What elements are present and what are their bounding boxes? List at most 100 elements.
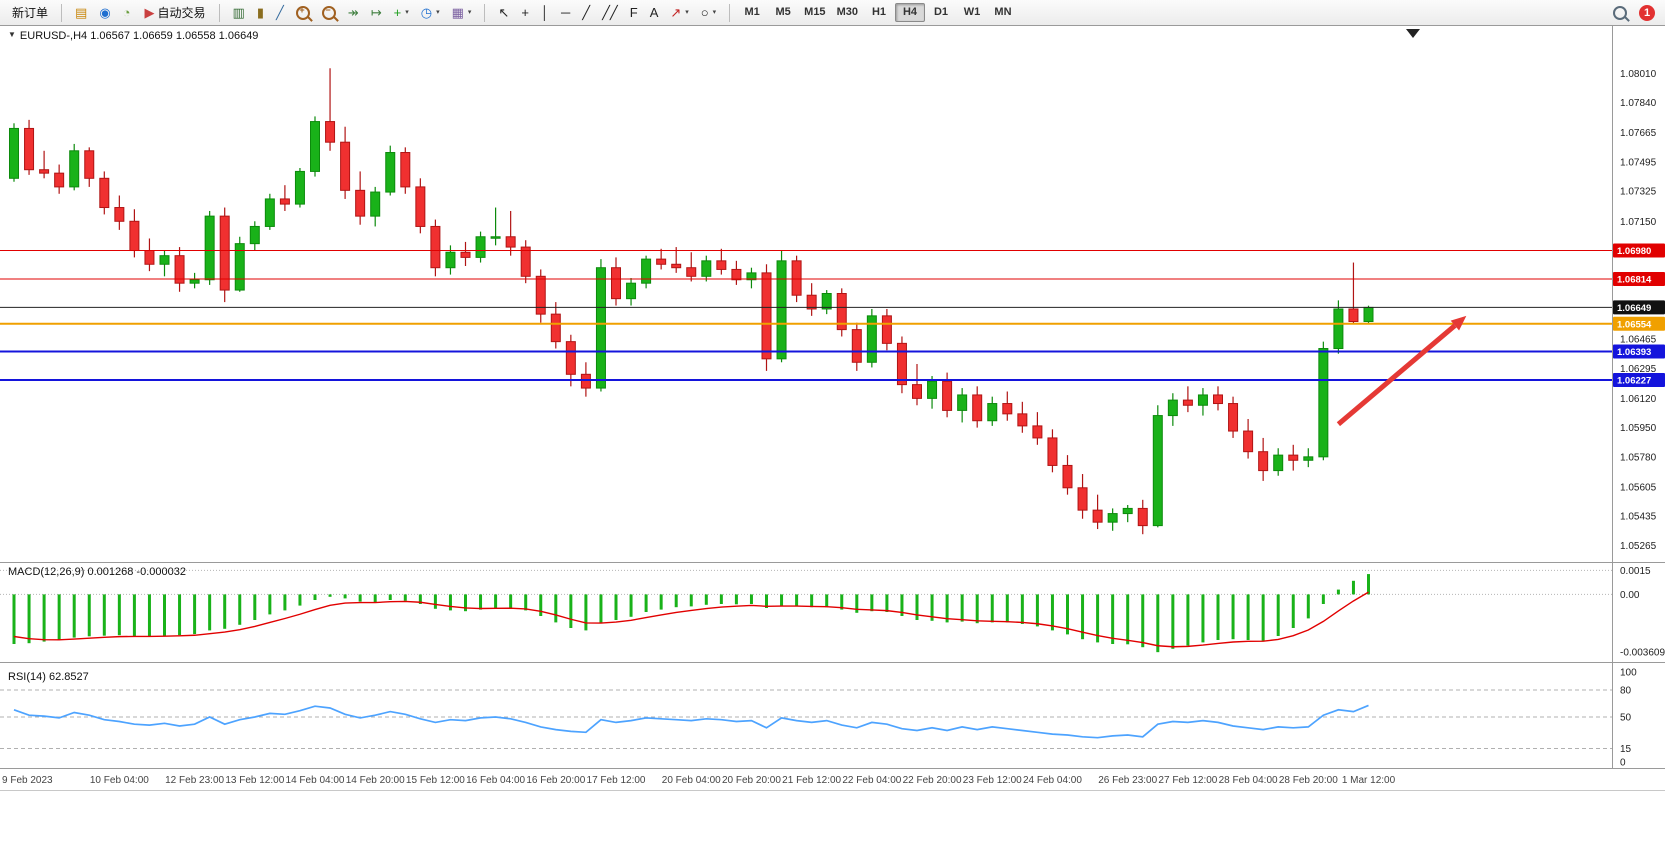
candle [1303, 448, 1314, 468]
candle [1243, 419, 1254, 459]
line-chart-button[interactable]: ╱ [270, 4, 290, 21]
chart-area[interactable]: 1.08010 1.07840 1.07665 1.07495 1.07325 1.071… [0, 26, 1665, 842]
candle [234, 236, 245, 292]
candle [686, 252, 697, 282]
periods-button[interactable]: ◷ ▾ [415, 4, 446, 21]
zoom-in-button[interactable]: + [290, 4, 316, 22]
candle [731, 260, 742, 285]
candle [761, 264, 772, 371]
candle [701, 255, 712, 282]
templates-button[interactable]: ▦ ▾ [446, 4, 478, 21]
candle [249, 221, 260, 251]
macd-tick-label: 0.00 [1620, 590, 1640, 601]
rsi-tick-label: 15 [1620, 744, 1632, 755]
price-tick-label: 1.08010 [1620, 69, 1657, 80]
timeframe-m30-button[interactable]: M30 [836, 6, 858, 18]
auto-scroll-button[interactable]: ↠ [342, 4, 365, 21]
zoom-out-icon: − [321, 5, 336, 20]
bars-chart-button[interactable]: ▥ [227, 4, 251, 21]
candle-body [776, 260, 787, 360]
candlestick-chart-button[interactable]: ▮ [251, 4, 270, 21]
text-button[interactable]: A [644, 4, 665, 21]
candle [881, 308, 892, 351]
candle-body [279, 198, 290, 205]
candle [1213, 386, 1223, 411]
candle-body [656, 258, 667, 265]
crosshair-button[interactable]: + [515, 4, 535, 21]
channel-button[interactable]: ╱╱ [596, 4, 624, 21]
candle [1047, 429, 1058, 473]
time-tick-label: 9 Feb 2023 [2, 775, 53, 786]
chart-menu-icon[interactable]: ▼ [8, 30, 16, 39]
caret-down-icon: ▾ [685, 9, 689, 16]
candle-body [1152, 415, 1163, 527]
shapes-button[interactable]: ○ ▾ [695, 4, 722, 21]
price-tick-label: 1.07150 [1620, 217, 1657, 228]
candle [1032, 412, 1043, 445]
line-chart-icon: ╱ [275, 5, 284, 20]
horizontal-line-button[interactable]: ─ [555, 4, 576, 21]
shapes-icon: ○ [700, 5, 709, 20]
timeframe-m5-button[interactable]: M5 [775, 6, 791, 18]
navigator-button[interactable]: ◔ [117, 4, 137, 21]
candle [927, 376, 938, 409]
fibonacci-button[interactable]: F [624, 4, 644, 21]
price-badge [1613, 272, 1665, 287]
time-tick-label: 22 Feb 20:00 [903, 775, 962, 786]
candle-body [370, 191, 381, 217]
chart-shift-marker[interactable] [1406, 29, 1420, 38]
vertical-line-button[interactable]: │ [535, 4, 555, 21]
candle-body [249, 225, 260, 245]
timeframe-m15-button[interactable]: M15 [804, 6, 826, 18]
candle [69, 143, 80, 191]
trend-arrow-annotation[interactable] [1336, 323, 1457, 427]
time-axis[interactable]: 9 Feb 2023 10 Feb 04:00 12 Feb 23:00 13 Feb… [2, 775, 1396, 786]
chart-shift-button[interactable]: ↦ [365, 4, 388, 21]
caret-down-icon: ▾ [467, 9, 472, 16]
new-order-button[interactable]: 新订单 [12, 5, 49, 20]
price-axis[interactable]: 1.08010 1.07840 1.07665 1.07495 1.07325 1.071… [1620, 69, 1657, 552]
candle [836, 288, 847, 337]
candle-body [1197, 394, 1208, 406]
data-window-button[interactable]: ◉ [93, 4, 116, 21]
candle-body [701, 260, 712, 277]
candle [144, 238, 155, 272]
data-window-icon: ◉ [99, 5, 111, 20]
candle-body [1137, 507, 1148, 527]
timeframe-w1-button[interactable]: W1 [963, 6, 981, 18]
timeframe-mn-button[interactable]: MN [994, 6, 1012, 18]
candle-body [1002, 403, 1013, 415]
trendline-button[interactable]: ╱ [576, 4, 596, 21]
cursor-button[interactable]: ↖ [492, 4, 515, 21]
timeframe-h4-button[interactable]: H4 [894, 3, 925, 22]
search-button[interactable] [1607, 4, 1633, 22]
candle-body [716, 260, 727, 270]
arrows-button[interactable]: ↗ ▾ [664, 4, 694, 21]
candle-body [821, 293, 832, 310]
time-tick-label: 21 Feb 12:00 [782, 775, 841, 786]
candle-body [114, 207, 125, 222]
timeframe-h1-button[interactable]: H1 [871, 6, 886, 18]
candle [84, 147, 95, 187]
candle-body [1107, 513, 1118, 523]
notification-badge[interactable]: 1 [1639, 4, 1655, 21]
autotrading-button[interactable]: ▶ 自动交易 [139, 4, 212, 21]
candle-body [9, 127, 19, 179]
indicators-add-button[interactable]: + ▾ [388, 4, 415, 21]
candle-body [189, 279, 200, 284]
timeframe-m1-button[interactable]: M1 [744, 6, 760, 18]
candle [264, 193, 275, 230]
candle-body [535, 275, 546, 315]
candle-body [24, 127, 35, 171]
candle [1258, 437, 1269, 481]
candle-body [355, 189, 366, 217]
market-watch-button[interactable]: ▤ [69, 4, 93, 21]
chart-canvas[interactable]: 1.08010 1.07840 1.07665 1.07495 1.07325 1.071… [0, 26, 1665, 842]
zoom-out-button[interactable]: − [316, 4, 342, 22]
candle [776, 250, 787, 363]
vertical-line-icon: │ [540, 5, 550, 20]
time-tick-label: 27 Feb 12:00 [1158, 775, 1217, 786]
candle-body [400, 152, 411, 188]
timeframe-d1-button[interactable]: D1 [933, 6, 948, 18]
candle [204, 210, 215, 285]
